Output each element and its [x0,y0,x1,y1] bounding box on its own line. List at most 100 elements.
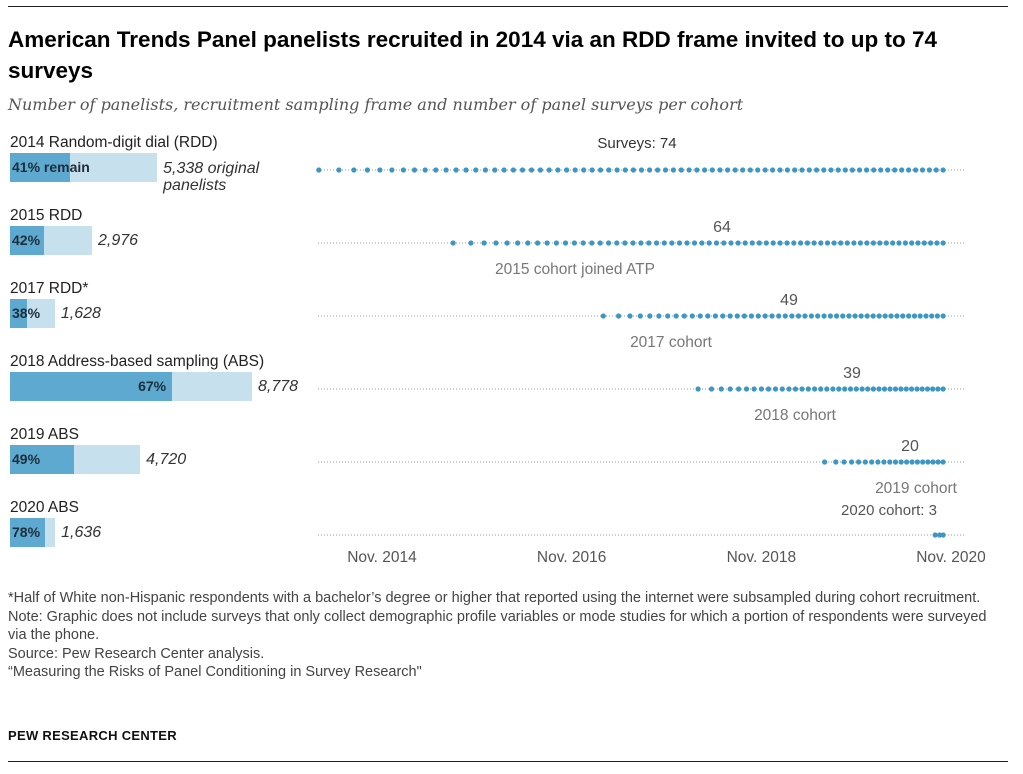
survey-dot [681,313,687,319]
original-count-label: 1,628 [60,305,101,322]
survey-dot [802,313,808,319]
survey-dot [851,240,857,246]
survey-dot [336,167,342,173]
survey-dot [898,386,904,392]
survey-dot [699,240,705,246]
survey-dot [627,313,633,319]
remaining-panelists-bar [10,299,28,328]
survey-dot [589,167,595,173]
survey-dot [804,240,811,246]
cohort-joined-label: 2019 cohort [875,480,958,497]
survey-dot [864,240,870,246]
survey-dot [481,240,487,246]
survey-dot [828,167,834,173]
survey-dot [606,240,612,246]
x-tick-label: Nov. 2018 [727,549,797,566]
survey-dot [902,240,909,246]
survey-dot [555,167,561,173]
footnote-report: “Measuring the Risks of Panel Conditioni… [8,664,422,680]
survey-dot [934,240,940,246]
footnote-source: Source: Pew Research Center analysis. [8,645,265,662]
survey-dot [888,313,894,319]
bottom-rule [8,761,1008,762]
survey-dot [834,313,840,319]
survey-dot [756,240,762,246]
cohort-label: 2020 ABS [10,499,79,516]
survey-dot [919,386,925,392]
survey-dot [450,240,456,246]
survey-dot [741,313,748,319]
remaining-panelists-bar [10,226,45,255]
survey-dot [443,167,449,173]
chart-subtitle: Number of panelists, recruitment samplin… [8,95,744,114]
survey-dot [799,167,805,173]
cohort-label: 2018 Address-based sampling (ABS) [10,353,265,370]
survey-dot [735,240,741,246]
survey-dot [836,386,842,392]
survey-dot [909,386,915,392]
survey-dot [727,386,733,392]
survey-dot [808,313,815,319]
survey-dot [656,313,662,319]
survey-dot [838,240,844,246]
survey-dot [600,313,606,319]
survey-dot [528,167,535,173]
original-count: 4,720 [146,451,186,468]
survey-dot [876,386,882,392]
survey-dot [562,240,569,246]
survey-dot [433,167,439,173]
survey-dot [564,167,570,173]
survey-dot [857,240,864,246]
survey-dot [795,313,802,319]
survey-dot [589,240,595,246]
original-count: 8,778 [258,378,298,395]
survey-dot [917,313,923,319]
survey-dot [597,167,604,173]
remain-percent-label: 38% [12,305,41,321]
survey-dot [510,167,516,173]
survey-dot [818,240,824,246]
survey-dot [914,386,920,392]
survey-dot [493,240,499,246]
top-rule [8,6,1008,7]
survey-dot [665,313,671,319]
survey-dot [831,240,837,246]
remain-percent-label: 49% [12,451,41,467]
survey-dot [822,459,828,465]
survey-dot [537,167,544,173]
survey-dot [900,313,906,319]
survey-dot [818,386,824,392]
survey-dot [782,313,788,319]
survey-dot [747,167,753,173]
survey-dot [708,386,715,392]
survey-dot [755,167,761,173]
survey-dot [898,459,904,465]
survey-dot [892,386,899,392]
survey-dot [501,167,507,173]
survey-dot [515,240,521,246]
survey-dot [694,167,700,173]
survey-count-label: 64 [713,219,731,236]
survey-dot [519,167,526,173]
survey-dot [749,240,755,246]
survey-dot [870,240,877,246]
survey-dot [903,386,909,392]
survey-dot [875,459,881,465]
original-count-label: 4,720 [146,451,187,468]
survey-dot [835,167,841,173]
survey-dot [792,167,798,173]
survey-dot [725,167,731,173]
survey-dot [806,167,812,173]
survey-dot [833,459,839,465]
survey-dot [911,313,918,319]
survey-row: 39 2018 cohort [318,365,966,424]
survey-dot [821,313,827,319]
cohort-joined-label: 2017 cohort [630,334,713,351]
survey-count-label: Surveys: 74 [597,135,676,152]
survey-dot [697,313,703,319]
survey-dot [858,313,864,319]
cohort-joined-label: 2015 cohort joined ATP [495,261,655,278]
survey-dot [686,167,692,173]
survey-dot [614,167,620,173]
survey-dot [815,313,821,319]
